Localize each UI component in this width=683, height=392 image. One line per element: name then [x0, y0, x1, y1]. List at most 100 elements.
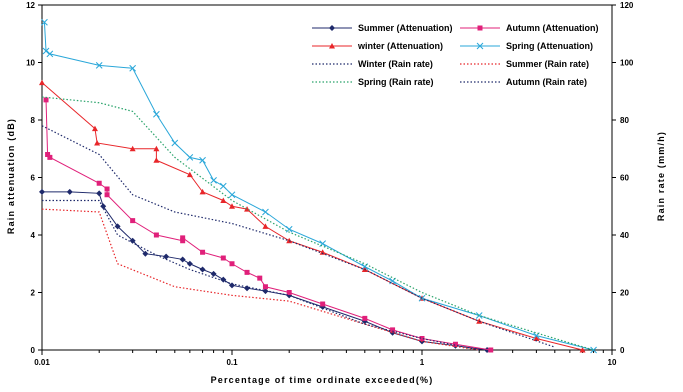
y-right-tick-label: 80	[620, 116, 629, 125]
data-point	[129, 237, 136, 244]
data-point	[130, 218, 136, 224]
y-right-tick-label: 40	[620, 231, 629, 240]
data-point	[199, 156, 206, 164]
data-point	[186, 171, 193, 178]
legend-label: Spring (Attenuation)	[506, 41, 593, 51]
data-point	[100, 203, 107, 210]
legend-marker	[329, 25, 335, 31]
data-point	[362, 315, 368, 321]
data-point	[186, 260, 193, 267]
legend-item: Summer (Rain rate)	[460, 59, 589, 69]
data-point	[42, 47, 50, 55]
legend-marker	[329, 43, 335, 49]
data-point	[579, 347, 586, 353]
legend-item: Summer (Attenuation)	[312, 23, 453, 33]
y-left-tick-label: 2	[31, 289, 36, 298]
data-point	[220, 197, 227, 203]
data-point	[262, 284, 268, 290]
y-left-tick-label: 4	[31, 231, 36, 240]
data-point	[210, 270, 217, 277]
series-line-3	[43, 22, 594, 351]
data-point	[262, 288, 269, 295]
data-point	[390, 327, 396, 333]
data-point	[171, 139, 179, 147]
data-point	[43, 97, 49, 103]
data-point	[229, 203, 235, 209]
y-left-tick-label: 8	[31, 116, 36, 125]
x-tick-label: 1	[420, 358, 425, 367]
data-point	[186, 154, 194, 161]
legend-label: winter (Attenuation)	[357, 41, 443, 51]
data-point	[228, 191, 236, 199]
data-point	[419, 336, 425, 341]
x-tick-label: 0.01	[34, 358, 50, 367]
data-point	[180, 235, 186, 241]
series-7	[42, 199, 480, 351]
y-left-tick-label: 0	[31, 346, 36, 355]
data-point	[219, 182, 227, 190]
y-left-tick-label: 6	[31, 174, 36, 183]
data-point	[104, 192, 110, 198]
data-point	[180, 238, 186, 244]
data-point	[476, 318, 483, 324]
legend-label: Summer (Attenuation)	[358, 23, 453, 33]
data-point	[199, 266, 206, 273]
y-right-tick-label: 0	[620, 346, 625, 355]
series-line-2	[41, 82, 583, 351]
data-point	[200, 249, 206, 255]
data-point	[244, 285, 251, 292]
data-point	[153, 157, 160, 163]
data-point	[94, 140, 101, 146]
plot-frame	[41, 4, 613, 351]
data-point	[488, 347, 494, 353]
legend-item: winter (Attenuation)	[312, 41, 443, 51]
data-point	[262, 208, 269, 216]
legend-item: Autumn (Attenuation)	[460, 23, 598, 33]
data-point	[45, 152, 51, 157]
series-1	[43, 97, 494, 353]
series-line-5	[41, 208, 480, 351]
data-point	[262, 223, 269, 229]
data-point	[96, 190, 103, 197]
legend-item: Winter (Rain rate)	[312, 59, 433, 69]
data-point	[91, 125, 98, 132]
chart-series	[39, 18, 597, 354]
data-point	[199, 188, 206, 195]
y-left-tick-label: 10	[26, 59, 35, 68]
y-right-tick-label: 20	[620, 289, 629, 298]
y-right-tick-label: 120	[620, 1, 634, 10]
legend-label: Spring (Rain rate)	[358, 77, 434, 87]
data-point	[153, 145, 160, 152]
data-point	[590, 346, 597, 354]
x-tick-label: 10	[608, 358, 617, 367]
data-point	[220, 255, 226, 261]
series-6	[41, 96, 594, 351]
y-right-tick-label: 60	[620, 174, 629, 183]
x-tick-label: 0.1	[226, 358, 238, 367]
legend-label: Summer (Rain rate)	[506, 59, 589, 69]
data-point	[39, 188, 45, 195]
data-point	[179, 256, 186, 263]
data-point	[220, 276, 227, 283]
data-point	[153, 232, 159, 238]
legend-marker	[476, 42, 484, 50]
data-point	[104, 186, 110, 192]
data-point	[244, 269, 250, 275]
series-line-0	[42, 191, 488, 351]
data-point	[142, 250, 149, 257]
data-point	[96, 180, 102, 186]
series-line-7	[42, 199, 480, 351]
data-point	[95, 62, 103, 69]
series-2	[39, 79, 586, 353]
data-point	[286, 290, 292, 295]
legend-label: Winter (Rain rate)	[358, 59, 433, 69]
data-point	[163, 253, 170, 260]
legend-item: Spring (Attenuation)	[460, 41, 593, 51]
data-point	[47, 154, 53, 160]
data-point	[46, 50, 54, 58]
x-axis-label: Percentage of time ordinate exceeded(%)	[211, 375, 434, 385]
y-left-tick-label: 12	[26, 1, 35, 10]
data-point	[229, 282, 235, 289]
